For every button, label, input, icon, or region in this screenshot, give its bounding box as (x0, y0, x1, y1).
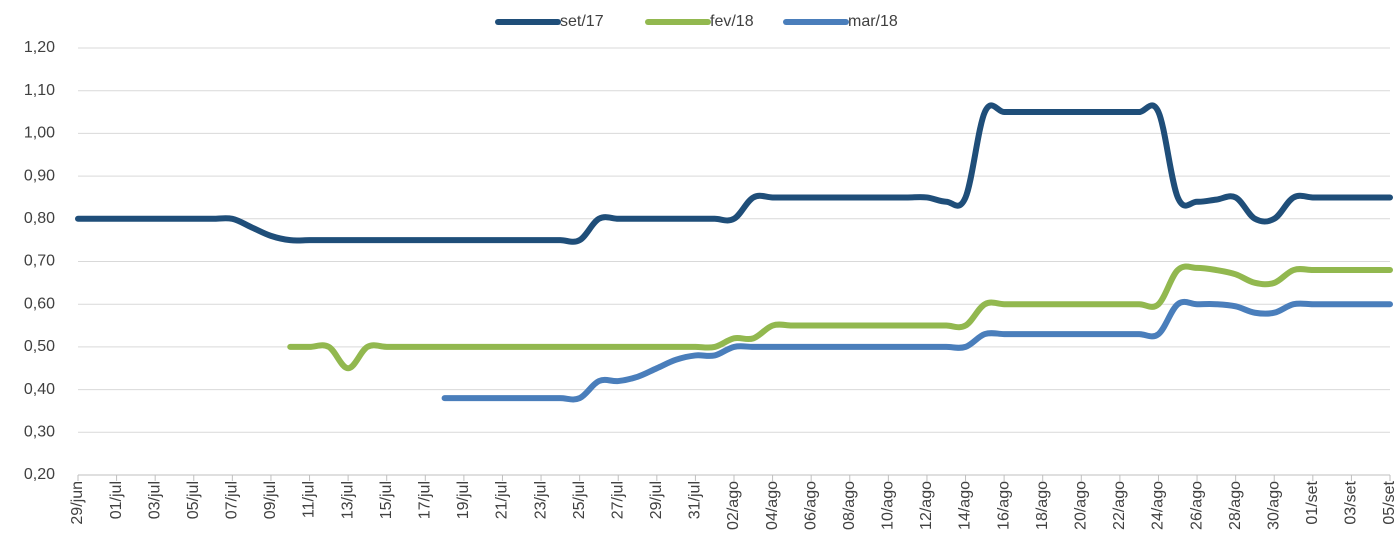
x-tick-label: 01/jul (108, 481, 125, 519)
legend-label: mar/18 (848, 13, 898, 30)
x-tick-label: 26/ago (1188, 481, 1205, 530)
x-tick-label: 25/jul (571, 481, 588, 519)
x-tick-label: 15/jul (378, 481, 395, 519)
x-tick-label: 29/jun (69, 481, 86, 525)
x-tick-label: 16/ago (995, 481, 1012, 530)
y-tick-label: 0,80 (24, 210, 55, 227)
x-tick-label: 03/set (1343, 480, 1360, 524)
y-tick-label: 0,20 (24, 466, 55, 483)
y-tick-label: 0,60 (24, 295, 55, 312)
x-tick-label: 28/ago (1227, 481, 1244, 530)
x-tick-label: 05/jul (185, 481, 202, 519)
x-tick-label: 02/ago (725, 481, 742, 530)
x-tick-label: 08/ago (841, 481, 858, 530)
x-tick-label: 27/jul (609, 481, 626, 519)
series-line (75, 102, 1393, 245)
x-tick-label: 18/ago (1034, 481, 1051, 530)
x-tick-label: 23/jul (532, 481, 549, 519)
x-tick-label: 14/ago (957, 481, 974, 530)
x-tick-label: 13/jul (339, 481, 356, 519)
series-line (287, 263, 1393, 372)
y-tick-label: 1,00 (24, 125, 55, 142)
y-tick-label: 0,30 (24, 424, 55, 441)
y-tick-label: 0,70 (24, 253, 55, 270)
x-tick-label: 31/jul (687, 481, 704, 519)
x-tick-label: 10/ago (880, 481, 897, 530)
x-tick-label: 07/jul (224, 481, 241, 519)
x-tick-label: 19/jul (455, 481, 472, 519)
y-tick-label: 0,40 (24, 381, 55, 398)
x-tick-label: 05/set (1381, 480, 1398, 524)
series-line (441, 298, 1393, 403)
y-tick-label: 0,50 (24, 338, 55, 355)
x-tick-label: 20/ago (1073, 481, 1090, 530)
legend-label: fev/18 (710, 13, 754, 30)
x-tick-label: 03/jul (146, 481, 163, 519)
x-tick-label: 12/ago (918, 481, 935, 530)
x-tick-label: 29/jul (648, 481, 665, 519)
x-tick-label: 30/ago (1265, 481, 1282, 530)
x-tick-label: 06/ago (802, 481, 819, 530)
x-tick-label: 21/jul (494, 481, 511, 519)
x-tick-label: 22/ago (1111, 481, 1128, 530)
x-tick-label: 11/jul (301, 481, 318, 518)
y-tick-label: 1,10 (24, 82, 55, 99)
x-tick-label: 01/set (1304, 480, 1321, 524)
legend-label: set/17 (560, 13, 604, 30)
x-tick-label: 17/jul (417, 481, 434, 519)
x-tick-label: 24/ago (1150, 481, 1167, 530)
x-tick-label: 09/jul (262, 481, 279, 519)
y-tick-label: 0,90 (24, 167, 55, 184)
y-tick-label: 1,20 (24, 39, 55, 56)
x-tick-label: 04/ago (764, 481, 781, 530)
